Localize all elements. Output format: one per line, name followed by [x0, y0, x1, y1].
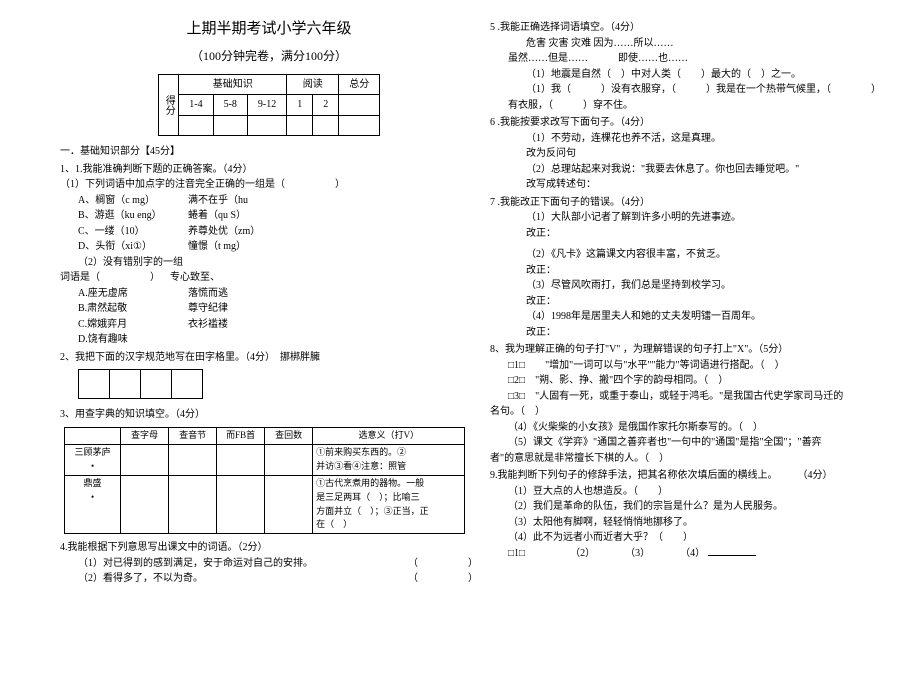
- page-title: 上期半期考试小学六年级: [60, 18, 478, 41]
- q7: 7 .我能改正下面句子的错误。（4分）: [490, 195, 908, 211]
- q7-2b: 改正：: [490, 263, 908, 279]
- section-a: 一．基础知识部分【45分】: [60, 144, 478, 160]
- q5-3: 有衣服，（ ）穿不住。: [490, 98, 908, 114]
- q1-d: D、头衔（xi①） 憧憬（t mg）: [60, 239, 478, 255]
- q1: 1、1.我能准确判断下题的正确答案。（4分）: [60, 162, 478, 178]
- q1-2row: 词语是（ ） 专心致至、: [60, 270, 478, 286]
- right-column: 5 .我能正确选择词语填空。（4分） 危害 灾害 灾难 因为……所以…… 虽然……: [490, 18, 908, 587]
- dict-r1e: ①前来购买东西的。② 并访③看④注意：照管: [313, 444, 465, 475]
- q2: 2、我把下面的汉字规范地写在田字格里。（4分） 挪梆胖臃: [60, 350, 478, 366]
- dict-table: 查字母 查音节 而FB首 查回数 选意义（打V） 三顾茅庐• ①前来购买东西的。…: [64, 427, 465, 535]
- q5b: 虽然……但是…… 即使……也……: [490, 51, 908, 67]
- score-h1: 基础知识: [179, 74, 287, 95]
- dict-r2a: 鼎盛•: [65, 475, 121, 534]
- q8-1: □1□ "增加"一词可以与"水平""能力"等词语进行搭配。（ ）: [490, 358, 908, 374]
- exam-page: 上期半期考试小学六年级 （100分钟完卷，满分100分） 得分 基础知识 阅读 …: [0, 0, 920, 599]
- dict-r2e: ①古代烹煮用的器物。一般 是三足两耳（ ）；比喻三 方面并立（ ）；③正当，正 …: [313, 475, 465, 534]
- q7-1: （1）大队部小记者了解到许多小明的先进事迹。: [490, 210, 908, 226]
- sc-e: 2: [313, 95, 339, 116]
- left-column: 上期半期考试小学六年级 （100分钟完卷，满分100分） 得分 基础知识 阅读 …: [60, 18, 478, 587]
- q8: 8、我为理解正确的句子打"V" ，为理解错误的句子打上"X"。（5分）: [490, 342, 908, 358]
- score-table: 得分 基础知识 阅读 总分 1-4 5-8 9-12 1 2: [158, 74, 381, 137]
- q9-4: （4）此不为远者小而近者大乎？（ ）: [490, 530, 908, 546]
- q4-2: （2）看得多了，不以为奇。（ ）: [60, 571, 478, 587]
- q6-1b: 改为反问句: [490, 146, 908, 162]
- q7-3: （3）尽管风吹雨打，我们总是坚持到校学习。: [490, 278, 908, 294]
- q1-2c: C.嫦娥弈月 衣衫褴褛: [60, 317, 478, 333]
- sc-blank1: [339, 95, 380, 116]
- sc-c: 9-12: [247, 95, 286, 116]
- tian-grid: [78, 369, 478, 399]
- q9-1: （1）豆大点的人也想造反。（ ）: [490, 484, 908, 500]
- q8-4: （4）《火柴柴的小女孩》是俄国作家托尔斯泰写的。（ ）: [490, 420, 908, 436]
- q3: 3、用查字典的知识填空。（4分）: [60, 407, 478, 423]
- q7-4: （4）1998年是居里夫人和她的丈夫发明镭一百周年。: [490, 309, 908, 325]
- q8-2: □2□ "朔、影、挣、搬"四个字的韵母相同。（ ）: [490, 373, 908, 389]
- q8-5: （5）课文《学弈》"通国之善弈者也"一句中的"通国"是指"全国"；"善弈: [490, 435, 908, 451]
- q1-2a: A.座无虚席 落慌而逃: [60, 286, 478, 302]
- q1-2: （2）没有错别字的一组: [60, 255, 478, 271]
- q7-4b: 改正：: [490, 325, 908, 341]
- q4-1: （1）对已得到的感到满足，安于命运对自己的安排。（ ）: [60, 556, 478, 572]
- sc-a: 1-4: [179, 95, 213, 116]
- q1-2d: D.饶有趣味: [60, 332, 478, 348]
- q4: 4.我能根据下列意思写出课文中的词语。（2分）: [60, 540, 478, 556]
- score-h2: 阅读: [287, 74, 339, 95]
- q8-5b: 者"的意思就是非常擅长下棋的人。（ ）: [490, 451, 908, 467]
- q9-3: （3）太阳他有脚啊，轻轻悄悄地挪移了。: [490, 515, 908, 531]
- q7-3b: 改正：: [490, 294, 908, 310]
- q9-row: □1□ （2） （3） （4）: [490, 546, 908, 562]
- q1-2b: B.肃然起敬 尊守纪律: [60, 301, 478, 317]
- q8-3b: 名句。（ ）: [490, 404, 908, 420]
- q6-1: （1）不劳动，连棵花也养不活，这是真理。: [490, 131, 908, 147]
- q5-2: （1）我（ ）没有衣服穿，（ ）我是在一个热带气候里，（ ）: [490, 82, 908, 98]
- sc-f1: [179, 115, 213, 136]
- sc-b: 5-8: [213, 95, 247, 116]
- score-side: 得分: [158, 74, 179, 136]
- q6-2b: 改写成转述句：: [490, 177, 908, 193]
- dict-r1a: 三顾茅庐•: [65, 444, 121, 475]
- q1-b: B、游逛（ku eng） 蜷着（qu S）: [60, 208, 478, 224]
- q8-3: □3□ "人固有一死，或重于泰山，或轻于鸿毛。"是我国古代史学家司马迁的: [490, 389, 908, 405]
- q6-2: （2）总理站起来对我说："我要去休息了。你也回去睡觉吧。": [490, 162, 908, 178]
- q1-c: C、一缕（10） 养尊处优（zm）: [60, 224, 478, 240]
- q7-1b: 改正：: [490, 226, 908, 242]
- page-subtitle: （100分钟完卷，满分100分）: [60, 47, 478, 66]
- q6: 6 .我能按要求改写下面句子。（4分）: [490, 115, 908, 131]
- q7-2: （2）《凡卡》这篇课文内容很丰富，不贫乏。: [490, 247, 908, 263]
- q9-2: （2）我们是革命的队伍，我们的宗旨是什么？是为人民服务。: [490, 499, 908, 515]
- q1-1: （1）下列词语中加点字的注音完全正确的一组是（ ）: [60, 177, 478, 193]
- q5a: 危害 灾害 灾难 因为……所以……: [490, 36, 908, 52]
- q5: 5 .我能正确选择词语填空。（4分）: [490, 20, 908, 36]
- q1-a: A、榈窗（c mg） 满不在乎（hu: [60, 193, 478, 209]
- sc-d: 1: [287, 95, 313, 116]
- q5-1: （1）地震是自然（ ）中对人类（ ）最大的（ ）之一。: [490, 67, 908, 83]
- score-h3: 总分: [339, 74, 380, 95]
- q9: 9.我能判断下列句子的修辞手法，把其名称依次填后面的横线上。 （4分）: [490, 468, 908, 484]
